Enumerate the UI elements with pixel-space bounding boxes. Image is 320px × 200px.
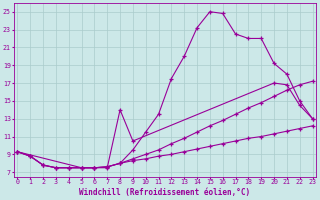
X-axis label: Windchill (Refroidissement éolien,°C): Windchill (Refroidissement éolien,°C) [79, 188, 251, 197]
